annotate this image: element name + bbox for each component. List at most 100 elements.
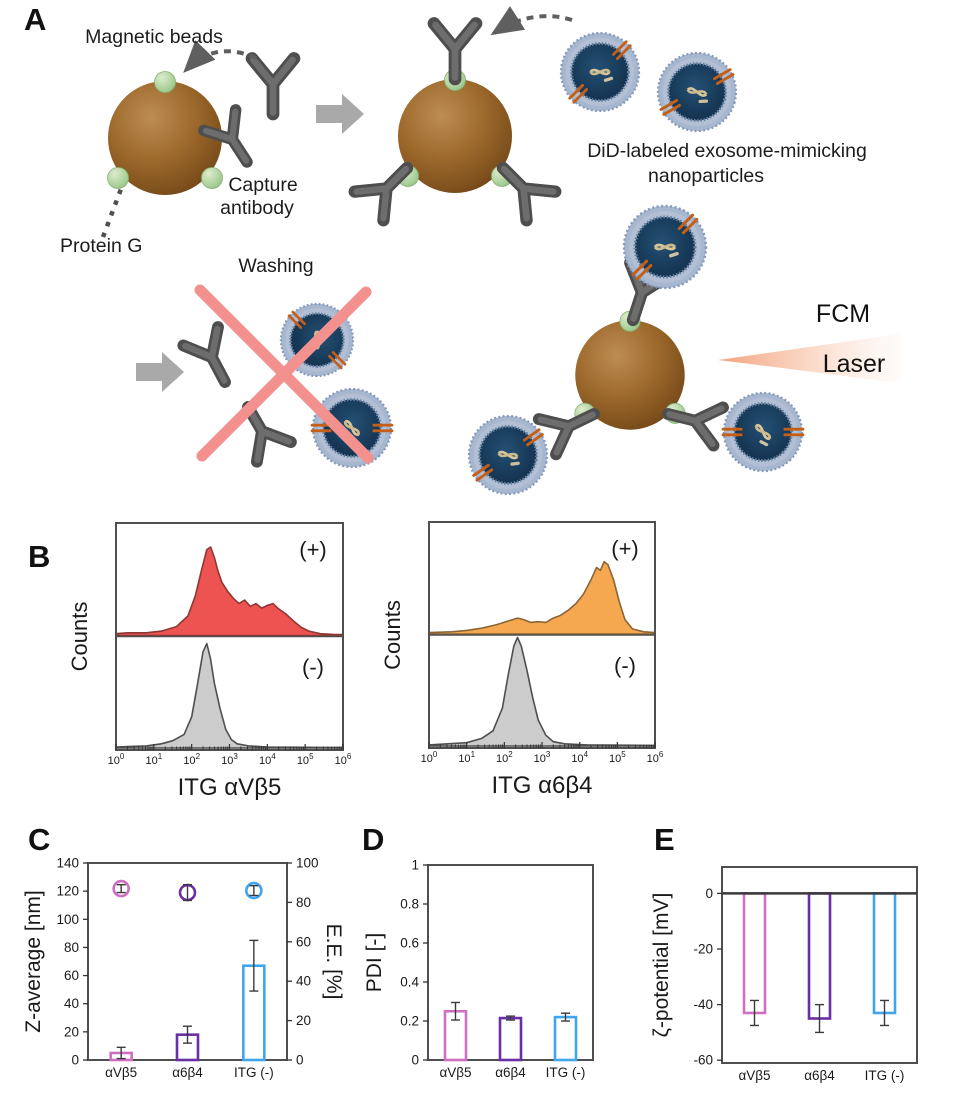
panel-b-histograms: 100 101 102 103 104 105 106 ITG αVβ5 Counts (+) (-… bbox=[67, 521, 664, 801]
x-category-label: α6β4 bbox=[804, 1068, 835, 1083]
antibody-icon bbox=[434, 24, 476, 80]
positive-annotation: (+) bbox=[299, 537, 327, 562]
laser-beam-icon bbox=[718, 334, 900, 383]
nanoparticle-icon bbox=[559, 31, 641, 113]
y-axis-title: PDI [-] bbox=[363, 933, 386, 993]
x-tick-label: 106 bbox=[647, 750, 664, 765]
y-axis-title: Counts bbox=[380, 600, 405, 670]
panel-c-z-average-chart: 0 20 40 60 80 100 120 140 Z-average [nm] αVβ5 α6β4… bbox=[22, 856, 345, 1081]
x-tick-label: 105 bbox=[297, 752, 314, 767]
y-axis-title: Counts bbox=[67, 602, 92, 672]
protein-g-label: Protein G bbox=[60, 235, 142, 257]
y-tick-label: 120 bbox=[56, 884, 79, 899]
x-category-label: α6β4 bbox=[172, 1065, 203, 1080]
y-axis-title: ζ-potential [mV] bbox=[650, 893, 673, 1038]
nanoparticle-icon bbox=[622, 204, 708, 290]
panel-d-pdi-chart: 0 0.2 0.4 0.6 0.8 1 PDI [-] αVβ5 α6β4 ITG (-) bbox=[363, 858, 594, 1080]
right-y-tick-label: 80 bbox=[296, 895, 311, 910]
plot-box bbox=[427, 864, 594, 1061]
washing-label: Washing bbox=[238, 255, 313, 277]
capture-antibody-label-line2: antibody bbox=[220, 197, 294, 219]
panel-b-label: B bbox=[28, 539, 51, 574]
negative-annotation: (-) bbox=[614, 653, 636, 678]
y-tick-label: 100 bbox=[56, 912, 79, 927]
nanoparticle-icon bbox=[647, 42, 747, 142]
antibody-icon bbox=[355, 154, 422, 221]
plot-box bbox=[721, 866, 918, 1064]
y-tick-label: 1 bbox=[411, 858, 419, 873]
histogram-positive bbox=[428, 560, 656, 635]
x-tick-label: 102 bbox=[496, 750, 513, 765]
right-y-tick-label: 40 bbox=[296, 974, 311, 989]
nanoparticle-icon bbox=[706, 375, 820, 489]
washing-cross-icon bbox=[194, 284, 374, 464]
y-tick-label: 20 bbox=[64, 1024, 79, 1039]
did-nanoparticles-label-line1: DiD-labeled exosome-mimicking bbox=[587, 140, 867, 162]
bar-ITG (-) bbox=[553, 1015, 578, 1062]
did-nanoparticles-label-line2: nanoparticles bbox=[648, 165, 764, 187]
right-y-axis-title: E.E. [%] bbox=[322, 924, 345, 1000]
negative-annotation: (-) bbox=[302, 655, 324, 680]
y-tick-label: 0 bbox=[411, 1053, 419, 1068]
x-category-label: ITG (-) bbox=[865, 1068, 905, 1083]
y-tick-label: -20 bbox=[693, 942, 713, 957]
x-tick-label: 104 bbox=[571, 750, 588, 765]
x-category-label: αVβ5 bbox=[738, 1068, 770, 1083]
x-tick-label: 105 bbox=[609, 750, 626, 765]
dashed-arrow-icon bbox=[490, 6, 573, 36]
x-tick-label: 101 bbox=[458, 750, 475, 765]
x-category-label: ITG (-) bbox=[546, 1065, 586, 1080]
y-tick-label: -40 bbox=[693, 997, 713, 1012]
y-tick-label: 140 bbox=[56, 856, 79, 871]
positive-annotation: (+) bbox=[611, 536, 639, 561]
x-tick-label: 103 bbox=[221, 752, 238, 767]
x-category-label: αVβ5 bbox=[439, 1065, 471, 1080]
y-axis-title: Z-average [nm] bbox=[22, 890, 45, 1032]
x-tick-label: 106 bbox=[335, 752, 352, 767]
x-tick-label: 101 bbox=[145, 752, 162, 767]
y-tick-label: 60 bbox=[64, 968, 79, 983]
capture-antibody-label-line1: Capture bbox=[228, 174, 297, 196]
magnetic-beads-label: Magnetic beads bbox=[85, 26, 223, 48]
panel-a-label: A bbox=[24, 2, 47, 37]
antibody-icon bbox=[183, 327, 242, 391]
x-category-label: α6β4 bbox=[495, 1065, 526, 1080]
x-tick-label: 103 bbox=[534, 750, 551, 765]
bar-α6β4 bbox=[498, 1016, 523, 1062]
y-tick-label: 0.6 bbox=[400, 936, 419, 951]
panel-c-label: C bbox=[28, 822, 51, 857]
protein-g-pointer-icon bbox=[100, 188, 124, 238]
right-y-tick-label: 0 bbox=[296, 1053, 304, 1068]
step-arrow-icon bbox=[136, 352, 184, 392]
y-tick-label: 40 bbox=[64, 996, 79, 1011]
x-category-label: ITG (-) bbox=[234, 1065, 274, 1080]
x-tick-label: 100 bbox=[421, 750, 438, 765]
x-axis-title: ITG α6β4 bbox=[491, 772, 592, 799]
histogram-positive bbox=[115, 546, 344, 637]
magnetic-bead-icon bbox=[397, 69, 513, 194]
y-tick-label: 0.2 bbox=[400, 1014, 419, 1029]
x-tick-label: 100 bbox=[108, 752, 125, 767]
dashed-arrow-icon bbox=[183, 40, 257, 73]
y-tick-label: 0.8 bbox=[400, 897, 419, 912]
x-tick-label: 104 bbox=[259, 752, 276, 767]
panel-e-label: E bbox=[654, 822, 675, 857]
step-arrow-icon bbox=[316, 94, 364, 134]
y-tick-label: 0.4 bbox=[400, 975, 419, 990]
panel-e-zeta-potential-chart: 0 -20 -40 -60 ζ-potential [mV] αVβ5 α6β4 ITG (-… bbox=[650, 866, 918, 1083]
antibody-icon bbox=[489, 154, 556, 221]
right-y-tick-label: 20 bbox=[296, 1013, 311, 1028]
y-tick-label: 0 bbox=[71, 1053, 79, 1068]
y-tick-label: -60 bbox=[693, 1053, 713, 1068]
antibody-icon bbox=[231, 397, 291, 461]
x-axis-title: ITG αVβ5 bbox=[178, 774, 282, 801]
laser-label: Laser bbox=[823, 350, 886, 378]
right-y-tick-label: 100 bbox=[296, 856, 319, 871]
nanoparticle-icon bbox=[295, 371, 409, 485]
y-tick-label: 0 bbox=[705, 886, 713, 901]
x-tick-label: 102 bbox=[183, 752, 200, 767]
bar-ITG (-) bbox=[872, 892, 897, 1015]
bar-α6β4 bbox=[807, 892, 832, 1020]
fcm-label: FCM bbox=[816, 300, 870, 328]
x-category-label: αVβ5 bbox=[105, 1065, 137, 1080]
